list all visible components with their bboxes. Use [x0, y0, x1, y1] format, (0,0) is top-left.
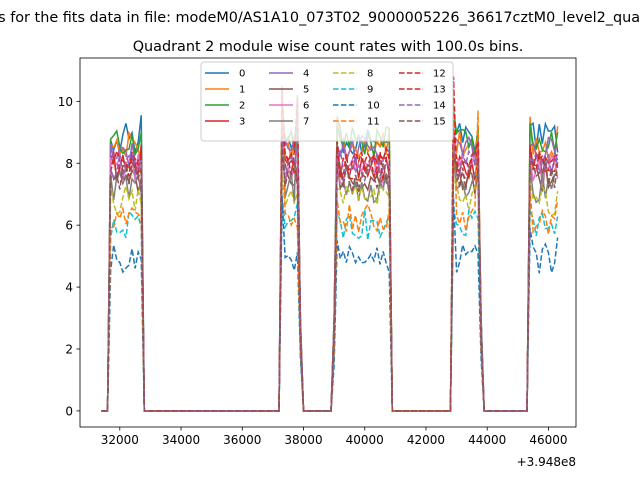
legend-label: 7 [303, 117, 309, 128]
x-tick-label: 38000 [284, 433, 322, 447]
x-offset-text: +3.948e8 [517, 455, 576, 469]
y-tick-label: 4 [65, 281, 73, 295]
legend-label: 6 [303, 101, 309, 112]
figure-suptitle: Light curves for the fits data in file: … [0, 10, 640, 26]
y-tick-label: 2 [65, 342, 73, 356]
legend-label: 1 [239, 85, 245, 96]
x-tick-label: 34000 [162, 433, 200, 447]
legend-label: 2 [239, 101, 245, 112]
x-tick-label: 44000 [468, 433, 506, 447]
legend-label: 5 [303, 85, 309, 96]
legend-label: 14 [433, 101, 446, 112]
x-tick-label: 42000 [407, 433, 445, 447]
y-axis: 0 2 4 6 8 10 [58, 95, 80, 418]
legend-label: 10 [367, 101, 380, 112]
series-lines [101, 76, 559, 412]
legend-label: 15 [433, 117, 446, 128]
legend-label: 0 [239, 69, 245, 80]
legend-label: 8 [367, 69, 373, 80]
chart-title: Quadrant 2 module wise count rates with … [133, 39, 524, 55]
x-tick-label: 46000 [529, 433, 567, 447]
legend-label: 3 [239, 117, 245, 128]
y-tick-label: 0 [65, 404, 73, 418]
x-tick-label: 32000 [101, 433, 139, 447]
legend-frame [200, 61, 454, 142]
series-line-15 [101, 147, 559, 412]
legend-label: 4 [303, 69, 309, 80]
y-tick-label: 6 [65, 219, 73, 233]
y-tick-label: 8 [65, 157, 73, 171]
x-axis: 32000 34000 36000 38000 40000 42000 44000 46000 [101, 427, 568, 447]
legend-label: 13 [433, 85, 446, 96]
legend-label: 12 [433, 69, 446, 80]
x-tick-label: 40000 [346, 433, 384, 447]
x-tick-label: 36000 [223, 433, 261, 447]
plot-frame [79, 57, 577, 428]
y-tick-label: 10 [58, 95, 73, 109]
legend-label: 9 [367, 85, 373, 96]
legend-label: 11 [367, 117, 380, 128]
